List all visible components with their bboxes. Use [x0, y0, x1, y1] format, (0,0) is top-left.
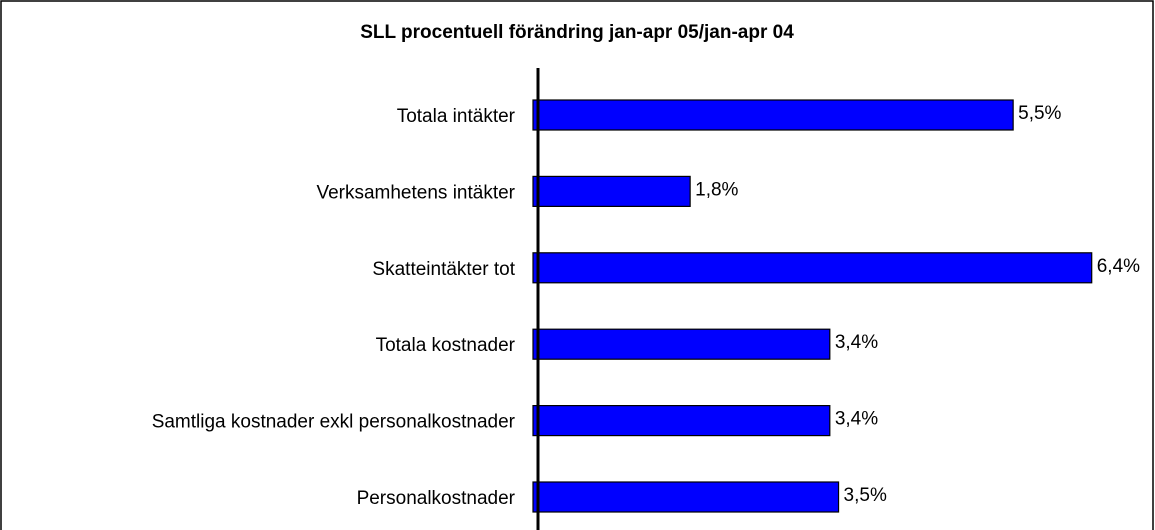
bar	[532, 328, 831, 360]
category-label: Personalkostnader	[357, 488, 516, 509]
value-label: 6,4%	[1097, 256, 1140, 277]
category-label: Verksamhetens intäkter	[316, 182, 515, 203]
bar	[532, 481, 840, 513]
chart-title: SLL procentuell förändring jan-apr 05/ja…	[360, 22, 794, 43]
value-label: 3,5%	[844, 485, 887, 506]
bar	[532, 405, 831, 437]
category-label: Totala kostnader	[376, 335, 516, 356]
category-label: Totala intäkter	[397, 106, 516, 127]
value-label: 5,5%	[1018, 103, 1061, 124]
value-label: 3,4%	[835, 409, 878, 430]
value-label: 3,4%	[835, 332, 878, 353]
value-label: 1,8%	[695, 179, 738, 200]
category-label: Skatteintäkter tot	[372, 259, 515, 280]
bar	[532, 252, 1093, 284]
category-label: Samtliga kostnader exkl personalkostnade…	[152, 412, 516, 433]
bar	[532, 175, 691, 207]
bar	[532, 99, 1014, 131]
